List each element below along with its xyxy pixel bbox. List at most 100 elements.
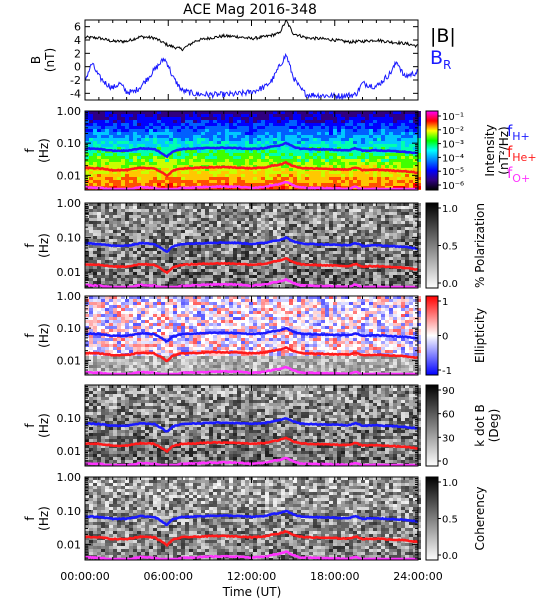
colorbar-tick-label: 10⁻³ [442, 140, 464, 151]
legend-fh: fH+ [507, 122, 530, 143]
y-tick-label: 1.00 [57, 471, 82, 484]
y-tick-label: -2 [70, 74, 81, 87]
y-axis-label: f [23, 243, 37, 248]
time-axis: 00:00:00 06:00:00 12:00:00 18:00:00 24:00:00 [60, 20, 443, 583]
y-tick-label: 0.10 [57, 232, 82, 245]
y-tick-label: 6 [74, 21, 81, 34]
colorbar-label-group: k dot B (Deg) [473, 404, 501, 446]
colorbar-tick-label: 0.0 [442, 279, 458, 290]
y-axis-unit: (nT) [43, 48, 57, 72]
colorbar-2 [425, 202, 439, 289]
legend-fh-sub: H+ [512, 130, 530, 143]
y-axis-label-group: B (nT) [29, 48, 57, 72]
colorbar-label-group: Intensity (nT²/Hz) [483, 124, 511, 176]
y-tick-label: 0.01 [57, 539, 82, 552]
legend-br: BR [430, 47, 451, 72]
legend-fo: fO+ [507, 164, 530, 185]
x-tick-label: 12:00:00 [227, 570, 276, 583]
y-tick-label: 1.00 [57, 105, 82, 118]
y-tick-label: 0.01 [57, 354, 82, 367]
colorbar-tick-label: 10⁻¹ [442, 112, 464, 123]
legend-fo-name: f [507, 164, 513, 182]
legend-br-sub: R [443, 58, 451, 72]
colorbar-label: % Polarization [473, 203, 487, 288]
y-axis-label: f [23, 148, 37, 153]
legend-fhe-name: f [507, 143, 513, 161]
y-tick-label: 0.01 [57, 266, 82, 279]
gyro-line-0 [84, 235, 419, 254]
colorbar-label-group: % Polarization [473, 203, 487, 288]
colorbar-tick-label: 10⁻² [442, 126, 464, 137]
legend-br-name: B [430, 47, 443, 69]
legend-fhe: fHe+ [507, 143, 537, 164]
colorbar-tick-label: 0.0 [442, 551, 458, 562]
legend-fhe-sub: He+ [512, 151, 536, 164]
x-tick-label: 24:00:00 [393, 570, 442, 583]
y-tick-label: 0.01 [57, 445, 82, 458]
bfield-plot-bg [85, 20, 418, 100]
y-axis-unit: (Hz) [37, 506, 51, 531]
figure-title: ACE Mag 2016-348 [183, 2, 317, 18]
y-axis-unit: (Hz) [37, 233, 51, 258]
colorbar-tick-label: 30 [442, 433, 455, 444]
spectrogram-5 [85, 477, 421, 560]
colorbar-label-group: Ellipticity [473, 308, 487, 363]
legend-btotal: |B| [430, 25, 456, 47]
legend-fo-sub: O+ [512, 172, 530, 185]
bfield-legend: |B| BR [430, 25, 456, 72]
colorbar-label: Intensity [483, 124, 497, 176]
x-tick-label: 06:00:00 [144, 570, 193, 583]
colorbar-unit: (nT²/Hz) [497, 126, 511, 174]
colorbar-label: Coherency [473, 486, 487, 550]
y-tick-label: 1.00 [57, 197, 82, 210]
y-axis-unit: (Hz) [37, 323, 51, 348]
y-tick-label: 2 [74, 47, 81, 60]
gyro-line-0 [85, 141, 419, 159]
colorbar-unit: (Deg) [487, 409, 501, 443]
x-axis-label: Time (UT) [222, 585, 282, 599]
y-tick-label: 0.01 [57, 169, 82, 182]
y-tick-label: 0.10 [57, 412, 82, 425]
y-tick-label: 0.10 [57, 322, 82, 335]
y-axis-label: B [29, 56, 43, 64]
y-axis-label: f [23, 333, 37, 338]
y-tick-label: 0 [74, 61, 81, 74]
colorbar-tick-label: 1 [442, 297, 448, 308]
gyro-line-1 [84, 436, 419, 454]
y-tick-label: 0.10 [57, 505, 82, 518]
colorbar-label-group: Coherency [473, 486, 487, 550]
colorbar-tick-label: 10⁻⁴ [442, 153, 464, 164]
y-tick-label: 4 [74, 34, 81, 47]
y-axis-unit: (Hz) [37, 413, 51, 438]
colorbar-label: Ellipticity [473, 308, 487, 363]
colorbar-tick-label: 10⁻⁶ [442, 181, 464, 192]
gyro-line-1 [84, 346, 418, 363]
x-tick-label: 18:00:00 [310, 570, 359, 583]
legend-fh-name: f [507, 122, 513, 140]
y-tick-label: 1.00 [57, 290, 82, 303]
colorbar-tick-label: 90 [442, 386, 455, 397]
y-tick-label: -4 [70, 87, 81, 100]
x-tick-label: 00:00:00 [60, 570, 109, 583]
colorbar-3 [425, 295, 439, 376]
colorbar-tick-label: 1.0 [442, 204, 458, 215]
colorbar-5 [425, 476, 439, 561]
gyro-line-1 [84, 257, 419, 275]
gyro-line-1 [84, 529, 419, 548]
y-axis-label: f [23, 423, 37, 428]
spectrogram-3 [85, 296, 421, 375]
y-axis-unit: (Hz) [37, 138, 51, 163]
gyro-line-0 [84, 326, 419, 344]
colorbar-tick-label: 0.5 [442, 242, 458, 253]
colorbar-tick-label: 10⁻⁵ [442, 167, 464, 178]
y-axis-label-group: f (Hz) [23, 138, 51, 163]
y-tick-label: 0.10 [57, 137, 82, 150]
colorbar-tick-label: 60 [442, 410, 455, 421]
y-axis-label-group: f (Hz) [23, 233, 51, 258]
colorbar-1 [425, 110, 439, 191]
colorbar-4 [425, 384, 439, 467]
y-axis-label: f [23, 516, 37, 521]
colorbar-label: k dot B [473, 404, 487, 446]
colorbar-tick-label: -1 [442, 366, 452, 377]
gyro-legend: fH+ fHe+ fO+ [507, 122, 537, 185]
